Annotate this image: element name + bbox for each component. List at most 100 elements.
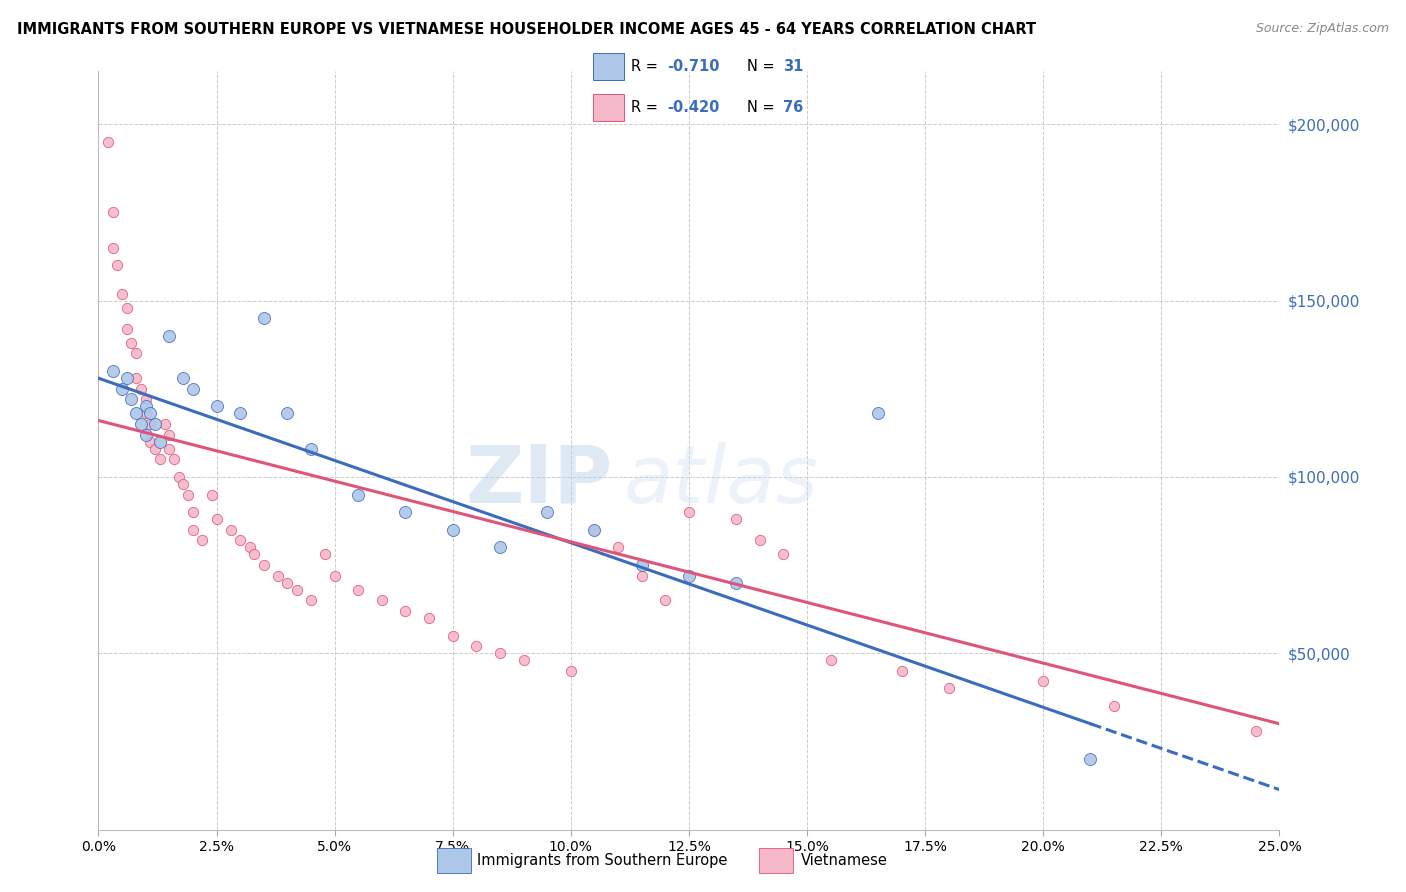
Text: ZIP: ZIP [465, 442, 612, 520]
Text: atlas: atlas [624, 442, 818, 520]
Point [172, 371, 194, 385]
Point [101, 364, 124, 378]
Point [772, 548, 794, 562]
Point [441, 523, 464, 537]
Point [163, 452, 186, 467]
Text: -0.420: -0.420 [666, 100, 720, 115]
Point [536, 505, 558, 519]
Point [205, 512, 228, 526]
Point [143, 442, 166, 456]
Point [1032, 674, 1054, 689]
Point [890, 664, 912, 678]
Point [630, 558, 652, 572]
Point [560, 664, 582, 678]
Point [143, 417, 166, 431]
Text: N =: N = [748, 59, 780, 74]
Point [678, 505, 700, 519]
Point [489, 541, 512, 555]
Point [394, 505, 416, 519]
Point [129, 382, 152, 396]
Point [153, 417, 176, 431]
Point [229, 406, 252, 420]
FancyBboxPatch shape [759, 848, 793, 873]
Point [139, 417, 162, 431]
Point [101, 205, 124, 219]
Point [125, 346, 148, 360]
Point [219, 523, 242, 537]
FancyBboxPatch shape [437, 848, 471, 873]
Point [267, 568, 290, 582]
Text: N =: N = [748, 100, 780, 115]
Point [177, 487, 200, 501]
FancyBboxPatch shape [593, 94, 624, 120]
Point [139, 434, 162, 449]
Point [135, 427, 157, 442]
Point [135, 392, 157, 407]
Point [243, 548, 266, 562]
Point [167, 470, 190, 484]
Point [111, 286, 134, 301]
Point [125, 406, 148, 420]
Point [201, 487, 224, 501]
Point [105, 258, 128, 272]
Text: 76: 76 [783, 100, 803, 115]
Point [1244, 723, 1267, 738]
Text: Vietnamese: Vietnamese [801, 854, 887, 868]
Point [583, 523, 606, 537]
Point [181, 382, 204, 396]
Point [276, 575, 298, 590]
Point [115, 301, 138, 315]
Point [299, 593, 322, 607]
Point [866, 406, 889, 420]
Text: 31: 31 [783, 59, 803, 74]
Point [101, 241, 124, 255]
Point [111, 382, 134, 396]
Point [181, 523, 204, 537]
Point [181, 505, 204, 519]
Point [748, 533, 770, 548]
Point [253, 558, 276, 572]
Point [299, 442, 322, 456]
Point [115, 322, 138, 336]
Point [512, 653, 534, 667]
Text: Source: ZipAtlas.com: Source: ZipAtlas.com [1256, 22, 1389, 36]
Point [630, 568, 652, 582]
Point [394, 604, 416, 618]
Point [607, 541, 630, 555]
Point [205, 400, 228, 414]
Point [323, 568, 346, 582]
Point [347, 582, 370, 597]
Point [125, 371, 148, 385]
Point [418, 611, 440, 625]
Point [1080, 752, 1102, 766]
Point [725, 575, 748, 590]
Point [135, 406, 157, 420]
Point [489, 646, 512, 660]
Point [157, 427, 180, 442]
Text: R =: R = [631, 59, 664, 74]
Point [97, 135, 120, 149]
Point [172, 477, 194, 491]
Point [371, 593, 394, 607]
Point [129, 417, 152, 431]
Point [314, 548, 336, 562]
Text: Immigrants from Southern Europe: Immigrants from Southern Europe [477, 854, 727, 868]
Point [820, 653, 842, 667]
Point [678, 568, 700, 582]
Point [157, 329, 180, 343]
Point [115, 371, 138, 385]
Point [347, 487, 370, 501]
FancyBboxPatch shape [593, 54, 624, 80]
Point [149, 434, 172, 449]
Text: IMMIGRANTS FROM SOUTHERN EUROPE VS VIETNAMESE HOUSEHOLDER INCOME AGES 45 - 64 YE: IMMIGRANTS FROM SOUTHERN EUROPE VS VIETN… [17, 22, 1036, 37]
Point [938, 681, 960, 696]
Point [239, 541, 262, 555]
Point [135, 400, 157, 414]
Point [276, 406, 298, 420]
Point [285, 582, 308, 597]
Point [441, 629, 464, 643]
Point [191, 533, 214, 548]
Point [149, 452, 172, 467]
Text: R =: R = [631, 100, 664, 115]
Point [1102, 699, 1125, 714]
